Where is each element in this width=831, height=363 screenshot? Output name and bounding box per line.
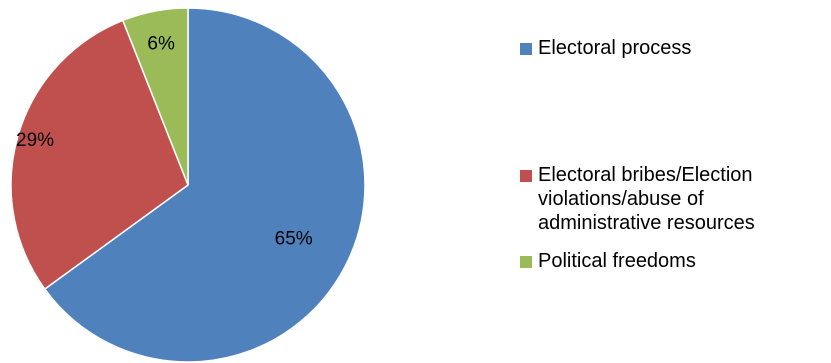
legend-item-electoral-process: Electoral process: [520, 36, 828, 60]
legend-item-electoral-bribes: Electoral bribes/Election violations/abu…: [520, 163, 828, 235]
legend-label: Electoral bribes/Election violations/abu…: [538, 164, 755, 234]
slice-data-label: 29%: [16, 130, 54, 151]
legend-swatch: [520, 170, 532, 182]
legend-label: Political freedoms: [538, 250, 696, 272]
legend-swatch: [520, 256, 532, 268]
pie-slice: [10, 19, 189, 291]
slice-data-label: 65%: [275, 228, 313, 249]
legend-label: Electoral process: [538, 37, 692, 59]
pie-slice: [121, 7, 189, 186]
legend-swatch: [520, 43, 532, 55]
pie-slice: [43, 7, 366, 363]
legend-item-political-freedoms: Political freedoms: [520, 249, 828, 273]
slice-data-label: 6%: [147, 34, 175, 55]
